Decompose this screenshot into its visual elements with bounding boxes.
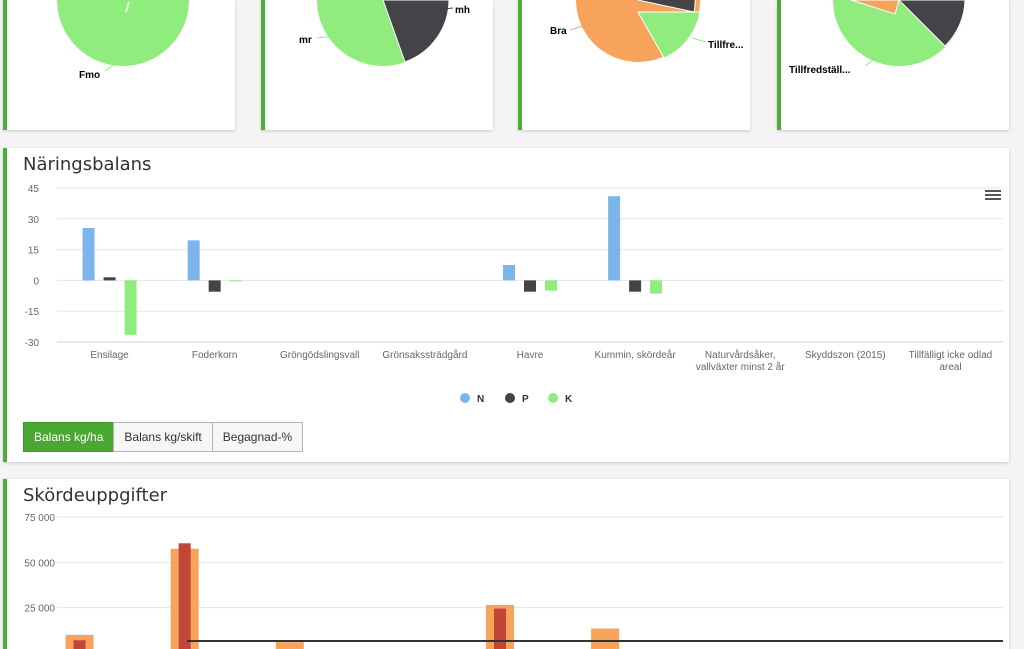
x-category-label: areal <box>939 362 961 373</box>
pie-label-connector <box>432 7 454 11</box>
pie-card-2: mh mr <box>261 0 493 130</box>
pie-label-connector <box>104 63 116 72</box>
pie-label: Bra <box>550 26 567 37</box>
y-tick-label: 15 <box>28 246 40 257</box>
bar-N <box>503 265 515 281</box>
pie-chart-3: Bra Tillfre... <box>550 0 744 62</box>
bar-K <box>124 280 137 335</box>
y-tick-label: 75 000 <box>24 513 55 524</box>
pie-chart-2: mh mr <box>299 0 470 66</box>
naringsbalans-chart: 45 30 15 0 -15 -30 Ensilage Foderkorn Gröngödsli… <box>25 184 1003 405</box>
x-category-label: vallväxter minst 2 år <box>696 361 786 373</box>
pie-card-1: Fmo <box>3 0 235 130</box>
pie-label: mr <box>299 35 312 46</box>
bar-N <box>608 196 621 281</box>
bar-P <box>629 280 642 292</box>
legend-label: K <box>565 394 573 405</box>
skordeuppgifter-chart: 75 000 50 000 25 000 <box>24 513 1003 649</box>
pie-slice[interactable] <box>57 0 189 66</box>
legend-marker <box>505 393 515 403</box>
pie-slice[interactable] <box>850 0 900 15</box>
y-tick-label: -15 <box>25 307 40 318</box>
naringsbalans-card: Näringsbalans 45 30 15 0 -15 -30 Ensilage Foder… <box>3 148 1009 462</box>
legend-marker <box>548 393 558 403</box>
bar <box>178 543 191 649</box>
pie-slice[interactable] <box>637 0 696 13</box>
skordeuppgifter-title: Skördeuppgifter <box>23 485 168 506</box>
pie-chart-1: Fmo <box>57 0 189 81</box>
x-category-label: Tillfälligt icke odlad <box>909 350 993 361</box>
bar-N <box>82 228 95 281</box>
bar-P <box>103 277 116 281</box>
bar-K <box>545 280 557 291</box>
pie-slice[interactable] <box>382 0 450 63</box>
pie-slice[interactable] <box>898 0 966 47</box>
pie-label: Fmo <box>79 70 100 81</box>
legend-label: P <box>522 394 529 405</box>
y-tick-label: 50 000 <box>24 558 55 569</box>
balans-kg-skift-button[interactable]: Balans kg/skift <box>113 422 213 452</box>
naringsbalans-title: Näringsbalans <box>23 154 152 175</box>
begagnad-procent-button[interactable]: Begagnad-% <box>211 422 304 452</box>
x-category-label: Skyddszon (2015) <box>805 350 886 361</box>
pie-card-4: Tillfredställ... <box>777 0 1009 130</box>
y-tick-label: 45 <box>28 184 40 195</box>
pie-label-connector <box>691 37 707 43</box>
balance-mode-buttons: Balans kg/ha Balans kg/skift Begagnad-% <box>23 422 304 452</box>
y-tick-label: -30 <box>25 338 40 349</box>
x-category-label: Ensilage <box>90 350 129 361</box>
x-category-label: Gröngödslingsvall <box>280 350 360 361</box>
pie-label: Tillfredställ... <box>789 65 851 76</box>
pie-label: Tillfre... <box>708 40 744 51</box>
x-category-label: Foderkorn <box>192 350 238 361</box>
pie-label-connector <box>569 24 587 31</box>
legend-marker <box>460 393 470 403</box>
y-tick-label: 0 <box>33 276 39 287</box>
x-category-label: Naturvårdsåker, <box>705 349 776 361</box>
y-tick-label: 25 000 <box>24 604 55 615</box>
x-category-label: Havre <box>517 350 544 361</box>
pie-label-connector <box>125 1 130 13</box>
pie-chart-4: Tillfredställ... <box>789 0 966 76</box>
bar <box>494 608 506 649</box>
bar-P <box>208 280 221 292</box>
skordeuppgifter-card: Skördeuppgifter 75 000 50 000 25 000 <box>3 479 1009 649</box>
bar <box>73 640 86 649</box>
bar <box>275 642 304 649</box>
pie-label-connector <box>316 35 334 39</box>
bar <box>591 628 620 649</box>
bar-K <box>650 280 663 294</box>
x-category-label: Grönsakssträdgård <box>382 349 467 361</box>
legend-label: N <box>477 394 484 405</box>
bar-N <box>187 240 200 281</box>
bar-P <box>524 280 536 292</box>
x-category-label: Kummin, skördeår <box>595 349 677 361</box>
pie-label: mh <box>455 5 470 16</box>
y-tick-label: 30 <box>28 215 40 226</box>
chart-menu-icon[interactable] <box>985 188 1001 202</box>
bar-K <box>229 280 242 282</box>
balans-kg-ha-button[interactable]: Balans kg/ha <box>23 422 115 452</box>
pie-slice[interactable] <box>637 11 701 59</box>
pie-card-3: Bra Tillfre... <box>518 0 750 130</box>
pie-label-connector <box>864 59 874 67</box>
